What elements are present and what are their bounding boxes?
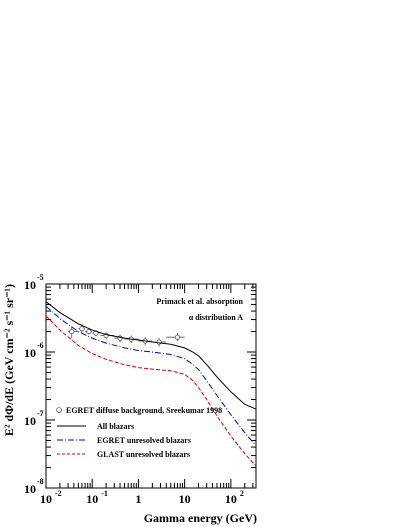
y-tick-label: 10 <box>24 278 36 292</box>
series-line-egret-unresolved-blazars <box>45 305 257 446</box>
x-tick-label: 10 <box>86 492 98 506</box>
y-axis-title: E² dΦ/dE (GeV cm⁻² s⁻¹ sr⁻¹) <box>2 284 16 436</box>
y-tick-label-exponent: -7 <box>37 409 44 418</box>
y-tick-label-exponent: -5 <box>37 273 44 282</box>
series-line-all-blazars <box>45 301 257 410</box>
x-tick-label-exponent: -1 <box>101 489 108 498</box>
legend-marker-egret-diffuse <box>56 407 62 413</box>
x-tick-label: 1 <box>135 492 141 506</box>
plot-frame <box>45 283 257 489</box>
data-point <box>174 334 181 340</box>
legend-label-egret-unresolved: EGRET unresolved blazars <box>97 436 191 445</box>
data-point <box>69 328 75 335</box>
y-tick-label: 10 <box>24 346 36 360</box>
annotation-absorption: Primack et al. absorption <box>156 297 243 306</box>
x-tick-label-exponent: 2 <box>240 489 244 498</box>
data-point <box>156 339 162 345</box>
x-tick-label: 10 <box>179 492 191 506</box>
y-tick-label: 10 <box>24 414 36 428</box>
data-point <box>86 328 92 335</box>
y-tick-label-exponent: -8 <box>37 477 44 486</box>
legend-label-all-blazars: All blazars <box>97 422 134 431</box>
x-tick-label-exponent: -2 <box>55 489 62 498</box>
x-tick-label: 10 <box>225 492 237 506</box>
y-tick-label-exponent: -6 <box>37 341 44 350</box>
y-tick-label: 10 <box>24 482 36 496</box>
series-line-glast-unresolved-blazars <box>45 315 257 467</box>
legend: EGRET diffuse background, Sreekumar 1998… <box>56 406 222 459</box>
x-tick-label: 10 <box>40 492 52 506</box>
legend-label-glast-unresolved: GLAST unresolved blazars <box>97 450 190 459</box>
annotation-alpha: α distribution A <box>189 313 243 322</box>
legend-label-egret-diffuse: EGRET diffuse background, Sreekumar 1998 <box>66 406 222 415</box>
x-axis-title: Gamma energy (GeV) <box>144 511 257 525</box>
data-point <box>79 326 85 332</box>
